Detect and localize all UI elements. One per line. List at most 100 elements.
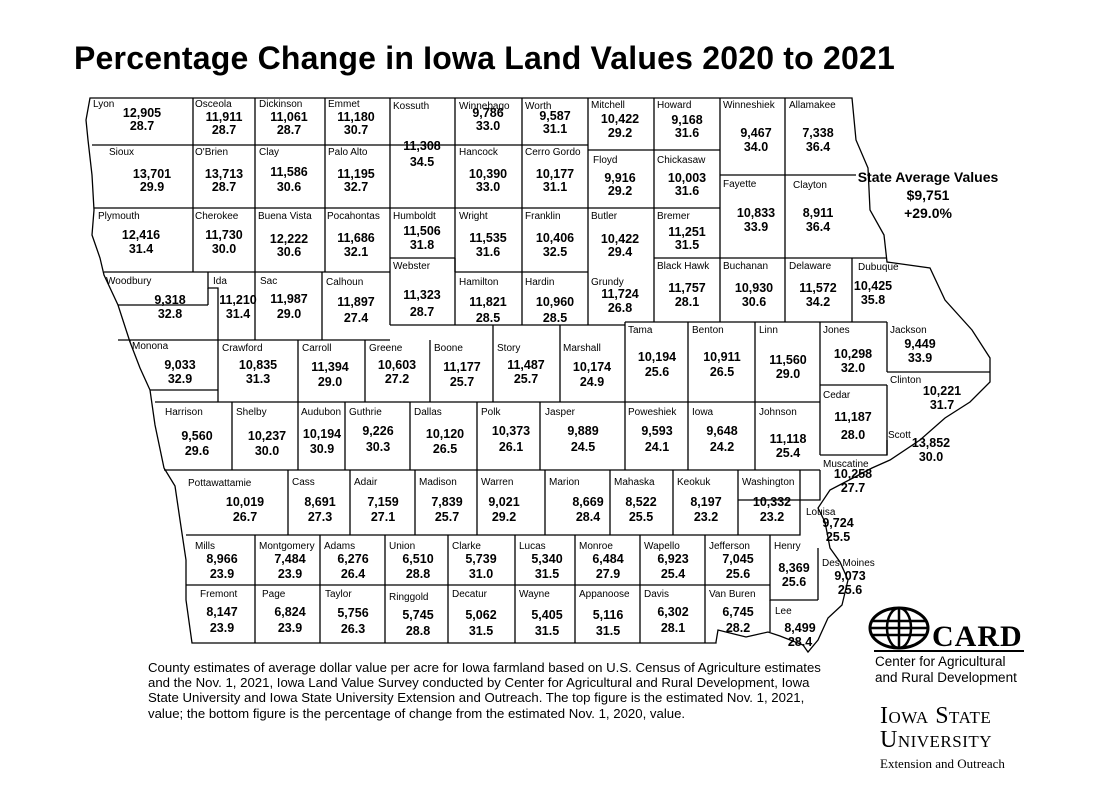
county-change-harrison: 29.6 [185, 444, 209, 458]
county-value-cerro-gordo: 10,177 [536, 167, 574, 181]
county-name-cerro-gordo: Cerro Gordo [525, 147, 581, 158]
county-value-taylor: 5,756 [337, 606, 368, 620]
county-value-audubon: 10,194 [303, 427, 341, 441]
county-name-washington: Washington [742, 477, 794, 488]
county-change-jefferson: 25.6 [726, 567, 750, 581]
county-value-crawford: 10,835 [239, 358, 277, 372]
county-name-boone: Boone [434, 343, 463, 354]
county-value-floyd: 9,916 [604, 171, 635, 185]
county-change-cedar: 28.0 [841, 428, 865, 442]
county-value-davis: 6,302 [657, 605, 688, 619]
county-value-sac: 11,987 [270, 292, 308, 306]
isu-line-1: Iowa State [880, 703, 992, 729]
county-change-louisa: 25.5 [826, 530, 850, 544]
county-name-clay: Clay [259, 147, 279, 158]
county-change-pocahontas: 32.1 [344, 245, 368, 259]
county-change-plymouth: 31.4 [129, 242, 153, 256]
county-change-o-brien: 28.7 [212, 180, 236, 194]
county-change-van-buren: 28.2 [726, 621, 750, 635]
county-change-linn: 29.0 [776, 367, 800, 381]
county-value-jasper: 9,889 [567, 424, 598, 438]
county-name-bremer: Bremer [657, 211, 690, 222]
county-name-cass: Cass [292, 477, 315, 488]
county-value-marion: 8,669 [572, 495, 603, 509]
county-name-pocahontas: Pocahontas [327, 211, 380, 222]
county-name-montgomery: Montgomery [259, 541, 315, 552]
county-change-scott: 30.0 [919, 450, 943, 464]
county-value-polk: 10,373 [492, 424, 530, 438]
county-change-buena-vista: 30.6 [277, 245, 301, 259]
county-change-montgomery: 23.9 [278, 567, 302, 581]
county-change-greene: 27.2 [385, 372, 409, 386]
county-name-mitchell: Mitchell [591, 100, 625, 111]
county-value-calhoun: 11,897 [337, 295, 375, 309]
county-change-bremer: 31.5 [675, 238, 699, 252]
county-value-iowa: 9,648 [706, 424, 737, 438]
county-value-kossuth: 11,308 [403, 139, 441, 153]
county-name-buchanan: Buchanan [723, 261, 768, 272]
county-value-lucas: 5,340 [531, 552, 562, 566]
state-average-change: +29.0% [904, 205, 952, 221]
county-value-bremer: 11,251 [668, 225, 706, 239]
county-name-marion: Marion [549, 477, 580, 488]
isu-line-2: University [880, 727, 993, 753]
county-change-pottawattamie: 26.7 [233, 510, 257, 524]
county-value-dickinson: 11,061 [270, 110, 308, 124]
county-value-boone: 11,177 [443, 360, 481, 374]
county-change-washington: 23.2 [760, 510, 784, 524]
county-value-carroll: 11,394 [311, 360, 349, 374]
county-name-dickinson: Dickinson [259, 99, 302, 110]
county-change-dallas: 26.5 [433, 442, 457, 456]
county-change-marshall: 24.9 [580, 375, 604, 389]
county-name-palo-alto: Palo Alto [328, 147, 368, 158]
county-name-dallas: Dallas [414, 407, 442, 418]
county-value-linn: 11,560 [769, 353, 807, 367]
county-value-grundy: 11,724 [601, 287, 639, 301]
county-name-o-brien: O'Brien [195, 147, 228, 158]
county-change-decatur: 31.5 [469, 624, 493, 638]
county-change-clarke: 31.0 [469, 567, 493, 581]
county-value-wayne: 5,405 [531, 608, 562, 622]
county-value-monroe: 6,484 [592, 552, 623, 566]
county-change-chickasaw: 31.6 [675, 184, 699, 198]
county-change-ida: 31.4 [226, 307, 250, 321]
county-value-allamakee: 7,338 [802, 126, 833, 140]
county-change-franklin: 32.5 [543, 245, 567, 259]
county-name-emmet: Emmet [328, 99, 360, 110]
county-name-monona: Monona [132, 341, 169, 352]
county-value-wright: 11,535 [469, 231, 507, 245]
county-change-lucas: 31.5 [535, 567, 559, 581]
county-change-boone: 25.7 [450, 375, 474, 389]
county-value-des-moines: 9,073 [834, 569, 865, 583]
county-value-harrison: 9,560 [181, 429, 212, 443]
county-name-monroe: Monroe [579, 541, 613, 552]
county-change-emmet: 30.7 [344, 123, 368, 137]
county-name-appanoose: Appanoose [579, 589, 630, 600]
county-name-chickasaw: Chickasaw [657, 155, 706, 166]
card-divider [874, 650, 1024, 652]
county-change-mills: 23.9 [210, 567, 234, 581]
county-change-fayette: 33.9 [744, 220, 768, 234]
county-change-woodbury: 32.8 [158, 307, 182, 321]
county-change-sioux: 29.9 [140, 180, 164, 194]
county-change-madison: 25.7 [435, 510, 459, 524]
county-name-butler: Butler [591, 211, 618, 222]
county-value-tama: 10,194 [638, 350, 676, 364]
county-labels: Lyon12,90528.7Osceola11,91128.7Dickinson… [93, 99, 961, 649]
county-name-guthrie: Guthrie [349, 407, 382, 418]
county-value-o-brien: 13,713 [205, 167, 243, 181]
county-change-howard: 31.6 [675, 126, 699, 140]
county-change-jackson: 33.9 [908, 351, 932, 365]
county-value-clayton: 8,911 [803, 206, 834, 220]
county-change-davis: 28.1 [661, 621, 685, 635]
county-value-story: 11,487 [507, 358, 545, 372]
county-name-sioux: Sioux [109, 147, 134, 158]
county-value-lyon: 12,905 [123, 106, 161, 120]
county-name-scott: Scott [888, 430, 911, 441]
county-name-warren: Warren [481, 477, 513, 488]
county-value-madison: 7,839 [431, 495, 462, 509]
county-name-buena-vista: Buena Vista [258, 211, 312, 222]
county-value-adams: 6,276 [337, 552, 368, 566]
county-change-polk: 26.1 [499, 440, 523, 454]
county-change-webster: 28.7 [410, 305, 434, 319]
